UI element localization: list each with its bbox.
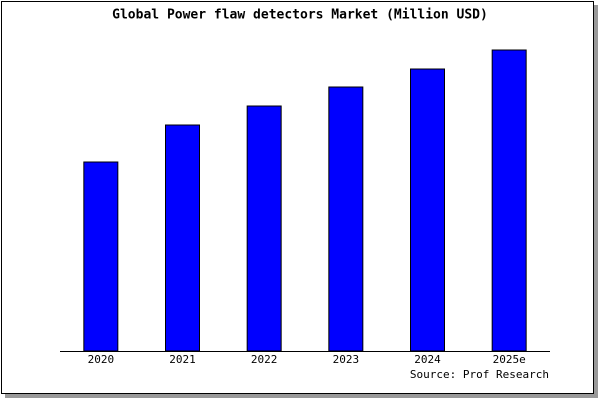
x-tick-label: 2020 [88,353,115,366]
bar [328,86,364,352]
chart-title: Global Power flaw detectors Market (Mill… [112,8,488,23]
x-tick-label: 2023 [333,353,360,366]
bar [410,68,445,352]
bar [165,124,200,352]
x-tick-label: 2025e [493,353,526,366]
x-tick-label: 2024 [414,353,441,366]
bar [246,105,282,352]
source-note: Source: Prof Research [410,368,549,381]
x-tick-label: 2022 [251,353,278,366]
bar [83,161,119,352]
bar [491,49,527,352]
x-tick-label: 2021 [169,353,196,366]
